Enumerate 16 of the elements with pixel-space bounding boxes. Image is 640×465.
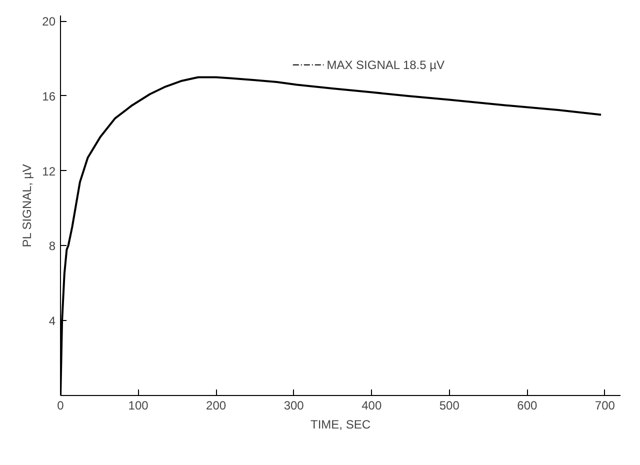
x-tick-label: 500 bbox=[439, 398, 460, 412]
y-tick-label: 4 bbox=[48, 314, 56, 328]
annotation: MAX SIGNAL 18.5 µV bbox=[326, 58, 445, 72]
y-tick-label: 20 bbox=[42, 14, 56, 29]
y-tick-label: 16 bbox=[42, 89, 56, 104]
x-tick-label: 300 bbox=[284, 398, 304, 412]
y-tick-label: 8 bbox=[48, 239, 56, 254]
x-tick-label: 400 bbox=[362, 398, 382, 412]
y-axis-title: PL SIGNAL, µV bbox=[20, 164, 34, 248]
x-tick-label: 200 bbox=[206, 398, 226, 412]
x-axis-title: TIME, SEC bbox=[310, 418, 371, 432]
y-tick-label: 12 bbox=[42, 164, 56, 178]
x-tick-label: 0 bbox=[57, 398, 64, 412]
x-tick-label: 700 bbox=[594, 398, 616, 412]
x-tick-label: 600 bbox=[517, 398, 538, 412]
x-tick-label: 100 bbox=[128, 398, 149, 412]
